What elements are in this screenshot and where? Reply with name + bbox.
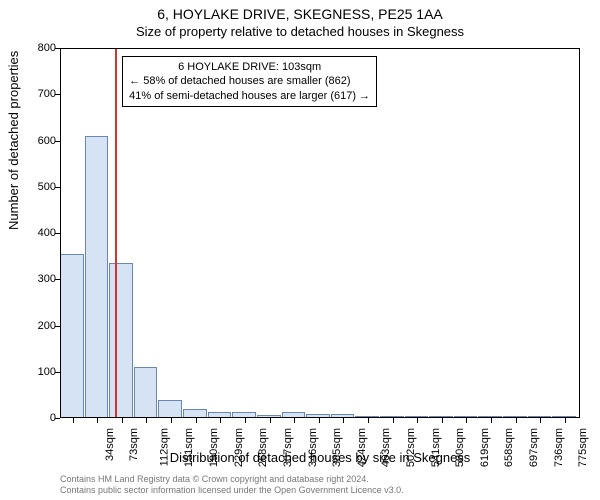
x-tick: [122, 418, 123, 423]
y-tick: [55, 94, 60, 95]
x-tick: [442, 418, 443, 423]
y-tick: [55, 48, 60, 49]
x-tick: [171, 418, 172, 423]
plot-area: 6 HOYLAKE DRIVE: 103sqm ← 58% of detache…: [60, 48, 580, 418]
y-tick: [55, 279, 60, 280]
y-tick: [55, 418, 60, 419]
chart-container: 6, HOYLAKE DRIVE, SKEGNESS, PE25 1AA Siz…: [0, 0, 600, 500]
x-tick: [97, 418, 98, 423]
x-tick: [393, 418, 394, 423]
x-tick: [417, 418, 418, 423]
x-tick: [368, 418, 369, 423]
callout-line-2: ← 58% of detached houses are smaller (86…: [129, 74, 370, 88]
y-tick: [55, 141, 60, 142]
x-tick: [319, 418, 320, 423]
attribution-line-1: Contains HM Land Registry data © Crown c…: [60, 474, 404, 485]
x-tick: [516, 418, 517, 423]
attribution-line-2: Contains public sector information licen…: [60, 485, 404, 496]
callout-box: 6 HOYLAKE DRIVE: 103sqm ← 58% of detache…: [122, 56, 377, 107]
y-tick-label: 600: [16, 135, 56, 147]
attribution: Contains HM Land Registry data © Crown c…: [60, 474, 404, 496]
x-tick: [73, 418, 74, 423]
callout-line-1: 6 HOYLAKE DRIVE: 103sqm: [129, 60, 370, 74]
y-tick-label: 400: [16, 227, 56, 239]
y-tick-label: 800: [16, 42, 56, 54]
chart-title: 6, HOYLAKE DRIVE, SKEGNESS, PE25 1AA: [0, 6, 600, 22]
x-tick: [343, 418, 344, 423]
x-tick: [196, 418, 197, 423]
y-tick: [55, 372, 60, 373]
callout-line-3: 41% of semi-detached houses are larger (…: [129, 89, 370, 103]
x-tick: [270, 418, 271, 423]
y-tick: [55, 187, 60, 188]
x-tick: [540, 418, 541, 423]
y-tick-label: 0: [16, 412, 56, 424]
y-tick-label: 500: [16, 181, 56, 193]
x-tick: [294, 418, 295, 423]
x-tick: [220, 418, 221, 423]
chart-subtitle: Size of property relative to detached ho…: [0, 24, 600, 39]
x-axis-label: Distribution of detached houses by size …: [60, 450, 580, 465]
y-tick: [55, 326, 60, 327]
y-tick-label: 300: [16, 273, 56, 285]
x-tick: [565, 418, 566, 423]
y-tick-label: 100: [16, 366, 56, 378]
y-tick-label: 700: [16, 88, 56, 100]
y-tick: [55, 233, 60, 234]
y-tick-label: 200: [16, 320, 56, 332]
x-tick: [491, 418, 492, 423]
x-tick: [245, 418, 246, 423]
x-tick: [466, 418, 467, 423]
x-tick: [146, 418, 147, 423]
